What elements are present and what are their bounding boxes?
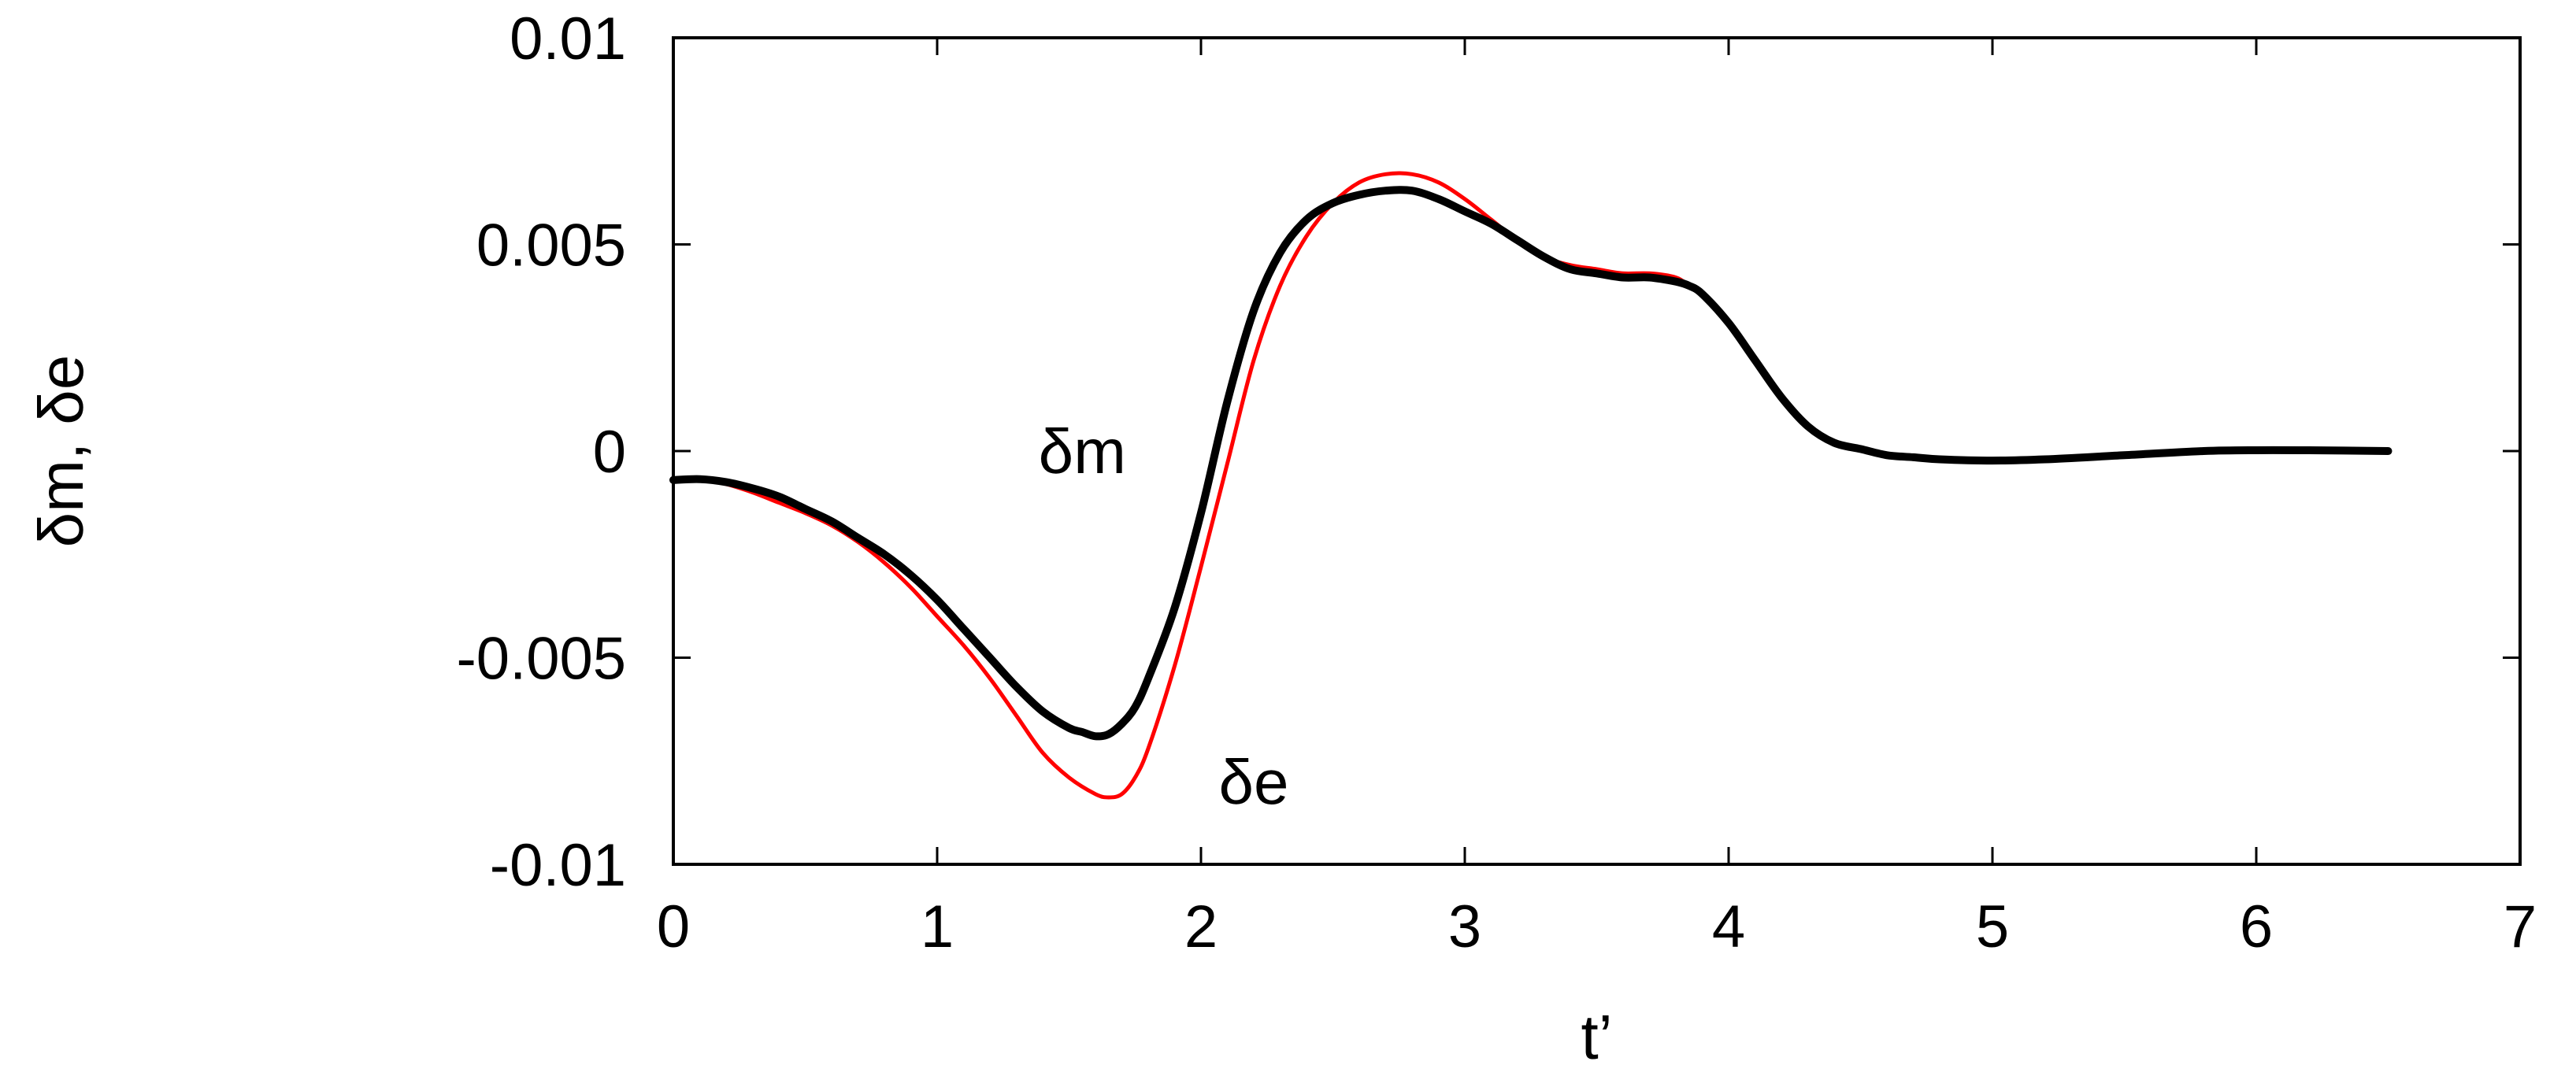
x-tick-label: 1 xyxy=(921,893,954,960)
x-tick-label: 3 xyxy=(1448,893,1481,960)
series-curves xyxy=(669,171,2393,800)
y-tick-label: 0.01 xyxy=(510,6,626,72)
x-tick-label: 5 xyxy=(1976,893,2009,960)
series-line-delta-e xyxy=(671,171,2390,800)
y-axis-label: δm, δe xyxy=(26,355,96,548)
x-tick-label: 2 xyxy=(1184,893,1218,960)
series-line-delta-m xyxy=(669,186,2393,741)
y-axis-ticks: -0.01 -0.005 0 0.005 0.01 xyxy=(457,6,2520,899)
y-tick-label: -0.005 xyxy=(457,626,627,693)
x-tick-label: 0 xyxy=(657,893,690,960)
y-tick-label: -0.01 xyxy=(490,832,626,899)
x-tick-label: 4 xyxy=(1712,893,1745,960)
y-tick-label: 0.005 xyxy=(476,213,626,279)
x-axis-ticks: 0 1 2 3 4 5 6 7 xyxy=(657,38,2537,960)
series-annotation: δm xyxy=(1039,416,1126,486)
series-annotations: δm δe xyxy=(1039,416,1289,817)
x-axis-label: t’ xyxy=(1581,1002,1613,1072)
series-annotation: δe xyxy=(1218,747,1288,817)
x-tick-label: 7 xyxy=(2504,893,2537,960)
x-tick-label: 6 xyxy=(2240,893,2273,960)
y-tick-label: 0 xyxy=(593,419,626,486)
